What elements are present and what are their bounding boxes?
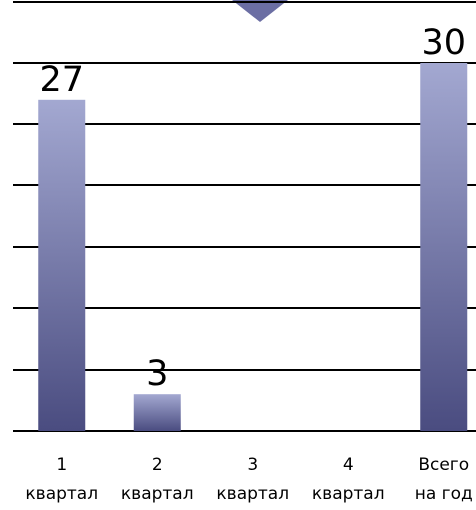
x-tick-label-2-line-1: 2 <box>152 455 163 475</box>
x-tick-label-1-line-1: 1 <box>56 455 67 475</box>
x-tick-label-4-line-1: 4 <box>343 455 354 475</box>
data-label-2: 3 <box>146 354 168 394</box>
data-label-5: 30 <box>421 23 466 63</box>
bar-2 <box>133 394 181 431</box>
x-tick-label-5-line-2: на год <box>415 484 473 504</box>
x-tick-label-4-line-2: квартал <box>312 484 385 504</box>
data-labels: 27 3 30 <box>39 23 466 394</box>
down-arrow-icon <box>232 0 288 22</box>
x-axis-tick-labels: 1 квартал 2 квартал 3 квартал 4 квартал Всего на … <box>25 455 472 504</box>
x-tick-label-2-line-2: квартал <box>121 484 194 504</box>
x-tick-label-1-line-2: квартал <box>25 484 98 504</box>
data-label-1: 27 <box>39 60 84 100</box>
bar-1 <box>38 99 86 432</box>
x-tick-label-3-line-2: квартал <box>216 484 289 504</box>
gridlines <box>13 1 476 432</box>
bars <box>38 63 468 432</box>
bar-5 <box>420 63 468 431</box>
x-tick-label-5-line-1: Всего <box>418 455 469 475</box>
x-tick-label-3-line-1: 3 <box>247 455 258 475</box>
